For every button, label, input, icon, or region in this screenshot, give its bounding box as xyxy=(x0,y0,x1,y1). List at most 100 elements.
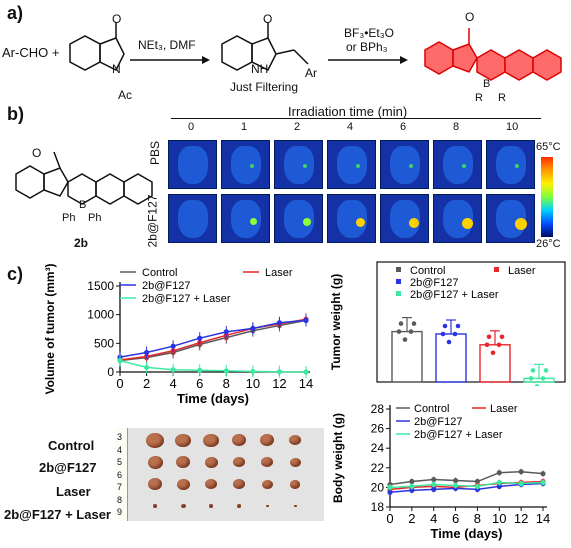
x-tick-label: 4 xyxy=(430,511,437,526)
tumor-specimen xyxy=(289,457,301,467)
thermal-image-cell xyxy=(274,194,323,243)
data-point xyxy=(496,342,502,348)
x-tick-label: 14 xyxy=(299,376,313,391)
tumor-specimen xyxy=(261,479,273,489)
data-point xyxy=(474,483,481,490)
tumor-specimen xyxy=(260,434,274,447)
photo-label-2b-f127: 2b@F127 xyxy=(39,460,97,475)
data-point xyxy=(452,477,459,484)
acetyl-label: Ac xyxy=(118,88,133,102)
data-point xyxy=(396,329,402,334)
mouse-silhouette xyxy=(178,146,208,184)
data-point xyxy=(250,368,256,375)
data-point xyxy=(117,357,123,364)
y-axis-label: Volume of tumor (mm³) xyxy=(43,263,57,394)
product-r2-label: R xyxy=(498,92,506,104)
x-tick-label: 10 xyxy=(492,511,506,526)
just-filtering-note: Just Filtering xyxy=(230,80,299,94)
tumor-specimen xyxy=(233,479,245,490)
time-label: 0 xyxy=(188,121,195,133)
series-line xyxy=(119,319,307,362)
tumor-specimen xyxy=(237,504,241,508)
tumor-specimen xyxy=(232,434,246,447)
data-point xyxy=(490,350,496,356)
legend-label: Control xyxy=(414,403,449,415)
data-point xyxy=(250,325,256,332)
y-tick-label: 20 xyxy=(371,480,385,494)
data-point xyxy=(197,335,203,341)
bar xyxy=(523,377,555,383)
aurone-intermediate xyxy=(221,22,309,72)
data-point xyxy=(528,376,534,381)
data-point xyxy=(540,376,546,381)
tumor-specimen xyxy=(175,433,191,448)
compound-b-label: B xyxy=(79,199,87,211)
tumor-specimen xyxy=(203,433,219,448)
data-point xyxy=(452,331,458,337)
data-point xyxy=(543,368,549,373)
y-tick-label: 22 xyxy=(371,461,385,475)
x-tick-label: 10 xyxy=(246,376,260,391)
x-tick-label: 12 xyxy=(514,511,528,526)
thermal-image-cell xyxy=(380,194,429,243)
data-point xyxy=(398,321,404,326)
tumor-specimen xyxy=(233,457,245,468)
ruler-mark: 7 xyxy=(117,482,123,492)
data-point xyxy=(409,483,415,490)
time-label: 2 xyxy=(294,121,301,133)
bodipy-product-structure xyxy=(424,28,562,81)
x-tick-label: 4 xyxy=(170,376,177,391)
y-tick-label: 26 xyxy=(371,422,385,436)
data-point xyxy=(431,481,437,488)
carbonyl-o: O xyxy=(112,12,122,26)
x-tick-label: 12 xyxy=(272,376,286,391)
x-axis-label: Time (days) xyxy=(177,391,249,406)
panel-label-b: b) xyxy=(7,104,24,124)
data-point xyxy=(276,320,283,326)
time-labels: 0 1 2 4 6 8 10 xyxy=(168,121,534,137)
data-point xyxy=(409,487,415,493)
hot-spot xyxy=(462,218,473,229)
data-point xyxy=(170,343,176,349)
compound-ph1-label: Ph xyxy=(62,212,76,224)
legend-swatch xyxy=(396,279,401,284)
x-tick-label: 8 xyxy=(474,511,481,526)
mouse-silhouette xyxy=(231,146,261,184)
tumor-specimen xyxy=(205,479,217,490)
compound-ph2-label: Ph xyxy=(88,212,102,224)
hot-spot xyxy=(515,164,519,168)
ruler-mark: 3 xyxy=(117,432,123,442)
data-point xyxy=(170,367,176,373)
legend-swatch xyxy=(396,291,401,296)
mouse-silhouette xyxy=(390,146,420,184)
thermal-image-cell xyxy=(168,140,217,189)
tumor-specimen xyxy=(180,504,186,509)
hot-spot xyxy=(303,164,307,168)
indolinone-structure xyxy=(69,22,125,72)
series-line xyxy=(119,318,307,361)
data-point xyxy=(387,489,393,495)
data-point xyxy=(442,323,448,329)
tumor-specimen xyxy=(146,432,164,449)
legend-label: Laser xyxy=(265,267,293,279)
data-point xyxy=(455,323,461,329)
x-tick-label: 8 xyxy=(223,376,230,391)
ruler-mark: 4 xyxy=(117,444,123,455)
reaction-arrow-2 xyxy=(328,56,408,64)
hot-spot xyxy=(515,218,527,230)
data-point xyxy=(431,486,437,492)
series-line xyxy=(389,481,544,489)
y-tick-label: 1500 xyxy=(87,279,114,293)
data-point xyxy=(496,483,502,490)
data-point xyxy=(223,329,229,335)
compound-2b-structure xyxy=(15,151,153,205)
y-tick-label: 500 xyxy=(94,336,114,350)
series-line xyxy=(119,319,307,358)
legend-label: Laser xyxy=(508,265,536,277)
tumor-weight-chart: Tumor weight (g) Control Laser 2b@F1272b@F1… xyxy=(330,261,566,386)
reagent-bph3: or BPh₃ xyxy=(346,40,388,54)
thermal-image-cell xyxy=(274,140,323,189)
hot-spot xyxy=(250,218,257,225)
tumor-photo xyxy=(115,428,324,521)
x-tick-label: 2 xyxy=(408,511,415,526)
